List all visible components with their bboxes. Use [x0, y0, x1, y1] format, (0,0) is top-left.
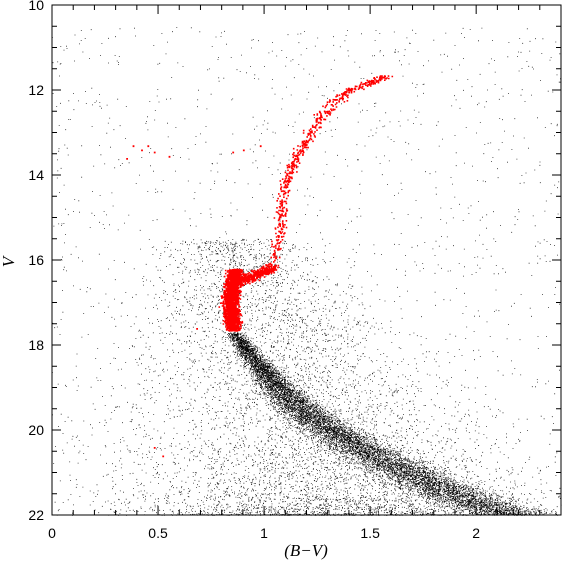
tick-labels: 0 0.5 1 1.5 2 10 12 14 16 18 20 22	[28, 0, 480, 541]
y-tick-label: 14	[28, 167, 44, 183]
y-axis-label: V	[0, 254, 18, 267]
axis-ticks	[51, 4, 562, 516]
y-tick-label: 18	[28, 337, 44, 353]
x-tick-label: 2	[472, 525, 480, 541]
y-tick-label: 22	[28, 507, 44, 523]
x-tick-label: 1	[260, 525, 268, 541]
field-star-points	[52, 27, 562, 516]
y-tick-label: 12	[28, 82, 44, 98]
y-tick-label: 10	[28, 0, 44, 13]
field-stars-layer	[52, 27, 562, 516]
x-tick-label: 0.5	[148, 525, 168, 541]
y-tick-label: 16	[28, 252, 44, 268]
x-axis-label: (B−V)	[284, 541, 328, 560]
x-tick-label: 0	[48, 525, 56, 541]
x-tick-label: 1.5	[360, 525, 380, 541]
plot-frame	[51, 4, 562, 516]
y-tick-label: 20	[28, 422, 44, 438]
